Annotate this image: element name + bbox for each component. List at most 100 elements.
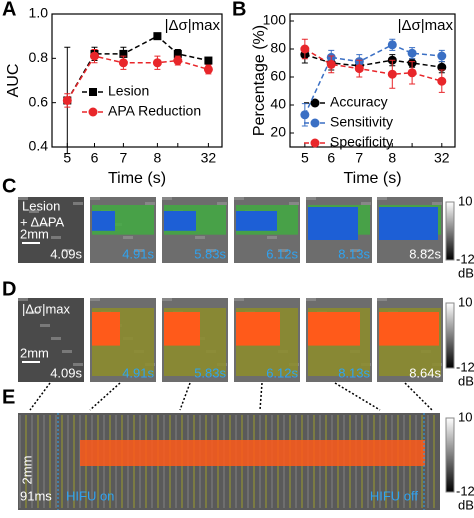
y-tick-label: 100 [263,12,287,28]
speckle [90,197,100,200]
connector [179,382,191,411]
time-label: 4.91s [122,365,154,380]
panel-label: B [232,0,246,20]
marker [173,49,182,58]
speckle [29,311,39,314]
marker [152,58,162,68]
y-tick-label: 40 [270,96,286,112]
speckle [361,202,371,205]
colorbar-min: -12 [456,251,474,266]
colorbar [445,417,455,493]
overlay-blue [379,207,438,240]
marker [326,59,336,69]
panel-label: D [2,278,16,300]
series-line [66,55,209,101]
speckle [217,202,227,205]
connector [334,382,381,411]
legend-label: Sensitivity [330,114,393,130]
speckle [40,223,50,226]
marker [354,64,364,74]
speckle [123,236,133,239]
ultrasound-frame [18,197,84,263]
colorbar-max: 10 [458,193,472,208]
time-label: 4.91s [122,246,154,261]
panel-label: C [2,175,16,197]
colorbar-min: -12 [456,483,474,498]
annotation: |Δσ|max [398,17,454,34]
colorbar [445,201,455,261]
speckle [18,197,28,200]
y-tick-label: 80 [270,40,286,56]
time-label: 8.13s [338,365,370,380]
legend-label: Specificity [330,134,393,150]
x-axis-label: Time (s) [343,170,401,187]
marker [119,49,128,58]
plot-frame [289,13,456,148]
colorbar-min: -12 [456,359,474,374]
time-label: 8.13s [338,246,370,261]
overlay-orange [379,312,439,346]
x-tick-label: 32 [201,150,217,166]
speckle [90,298,100,301]
legend-label: Accuracy [330,94,388,110]
x-tick-label: 6 [91,150,99,166]
connector [259,382,263,411]
time-label: 4.09s [50,365,82,380]
speckle [350,249,360,252]
speckle [421,249,431,252]
speckle [162,298,172,301]
connector [404,382,433,411]
speckle [306,298,316,301]
speckle [377,197,387,200]
speckle [377,298,387,301]
marker [387,69,397,79]
speckle [51,236,61,239]
marker [204,56,213,65]
time-label: 6.12s [266,365,298,380]
speckle [162,197,172,200]
scale-x: 91ms [20,488,52,503]
marker [153,32,162,41]
marker [62,95,72,105]
speckle [29,210,39,213]
speckle [134,249,144,252]
y-tick-label: 0.4 [29,138,49,154]
colorbar-max: 10 [458,409,472,424]
frame-label: Lesion [22,198,60,213]
overlay-blue [92,211,115,231]
legend-label: Lesion [108,83,149,99]
x-tick-label: 8 [154,150,162,166]
speckle [206,249,216,252]
series-line [304,48,443,82]
speckle [62,350,72,353]
series-line [304,43,442,116]
time-label: 8.82s [409,246,441,261]
y-tick-label: 1.0 [29,5,49,21]
connector [89,382,121,411]
marker [300,44,310,54]
legend-label: APA Reduction [108,103,201,119]
x-tick-label: 7 [120,150,128,166]
time-label: 8.64s [409,365,441,380]
y-tick-label: 60 [270,68,286,84]
overlay-orange [80,440,425,466]
x-tick-label: 5 [63,150,71,166]
x-tick-label: 7 [355,150,363,166]
scale-y: 2mm [19,456,34,485]
legend-marker [310,118,320,128]
series-line [304,53,442,68]
marker [437,62,447,72]
y-axis-label: AUC [5,64,22,98]
x-tick-label: 5 [301,150,309,166]
colorbar [445,302,455,369]
marker [203,64,213,74]
speckle [40,324,50,327]
speckle [234,197,244,200]
series-line [66,35,209,101]
y-tick-label: 0.8 [29,49,49,65]
connector [29,382,51,411]
marker [437,76,447,86]
colorbar-max: 10 [458,294,472,309]
speckle [306,197,316,200]
marker [173,56,183,66]
